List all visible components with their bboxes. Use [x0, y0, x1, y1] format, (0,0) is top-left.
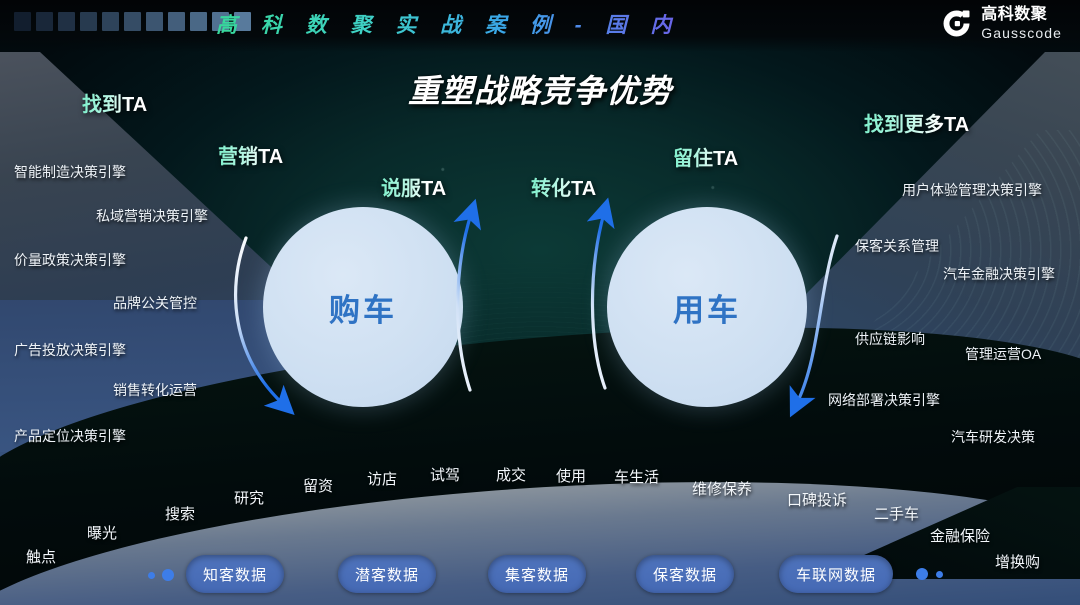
- journey-step-12: 口碑投诉: [787, 492, 848, 509]
- header-square-4: [80, 12, 97, 31]
- header-square-3: [58, 12, 75, 31]
- journey-step-4: 研究: [234, 490, 265, 507]
- header-square-1: [14, 12, 31, 31]
- pill-dot-4: [936, 571, 943, 578]
- header-square-strip-icon: [14, 12, 251, 31]
- header-bar: 高 科 数 聚 实 战 案 例 - 国 内 高科数聚 Gausscode: [0, 0, 1080, 52]
- right-capability-2[interactable]: 保客关系管理: [855, 238, 939, 254]
- journey-step-15: 增换购: [995, 554, 1041, 571]
- left-capability-4[interactable]: 品牌公关管控: [113, 295, 197, 311]
- stage-circle-2[interactable]: 用车: [607, 207, 807, 407]
- journey-step-7: 试驾: [430, 467, 461, 484]
- ta-label-6: 找到更多TA: [864, 108, 969, 137]
- brand-name-en: Gausscode: [981, 25, 1062, 41]
- header-square-5: [102, 12, 119, 31]
- journey-step-3: 搜索: [165, 506, 196, 523]
- journey-step-6: 访店: [367, 471, 398, 488]
- right-capability-7[interactable]: 汽车研发决策: [951, 429, 1035, 445]
- brand-name-cn: 高科数聚: [981, 6, 1048, 23]
- journey-step-2: 曝光: [87, 525, 118, 542]
- stage-circle-label: 购车: [329, 292, 397, 328]
- journey-step-10: 车生活: [614, 469, 660, 486]
- ta-label-1: 找到TA: [82, 88, 147, 117]
- header-square-2: [36, 12, 53, 31]
- right-capability-6[interactable]: 网络部署决策引擎: [828, 392, 940, 408]
- pill-dot-1: [148, 572, 155, 579]
- journey-step-1: 触点: [26, 549, 57, 566]
- data-pill-1[interactable]: 知客数据: [186, 555, 285, 593]
- left-capability-3[interactable]: 价量政策决策引擎: [14, 252, 126, 268]
- header-title: 高 科 数 聚 实 战 案 例 - 国 内: [216, 9, 680, 39]
- left-capability-1[interactable]: 智能制造决策引擎: [14, 164, 126, 180]
- ta-label-5: 留住TA: [673, 142, 738, 171]
- journey-step-8: 成交: [496, 467, 527, 484]
- brand-text: 高科数聚 Gausscode: [981, 6, 1062, 41]
- stage-circle-label: 用车: [673, 292, 741, 328]
- journey-step-9: 使用: [556, 468, 587, 485]
- header-square-9: [190, 12, 207, 31]
- pill-dot-2: [162, 569, 174, 581]
- left-capability-2[interactable]: 私域营销决策引擎: [96, 208, 208, 224]
- data-pill-2[interactable]: 潜客数据: [338, 555, 437, 593]
- journey-step-5: 留资: [303, 478, 334, 495]
- ta-label-2: 营销TA: [218, 140, 283, 169]
- header-square-11: [234, 12, 251, 31]
- right-capability-5[interactable]: 管理运营OA: [965, 346, 1042, 362]
- header-square-7: [146, 12, 163, 31]
- page-title: 重塑战略竞争优势: [407, 73, 672, 109]
- ta-label-4: 转化TA: [531, 172, 596, 201]
- ta-label-3: 说服TA: [381, 172, 446, 201]
- data-pill-5[interactable]: 车联网数据: [779, 555, 894, 593]
- left-capability-6[interactable]: 销售转化运营: [113, 382, 197, 398]
- brand-lockup: 高科数聚 Gausscode: [941, 7, 1062, 40]
- pill-dot-3: [916, 568, 928, 580]
- right-capability-3[interactable]: 汽车金融决策引擎: [943, 266, 1055, 282]
- header-square-8: [168, 12, 185, 31]
- header-square-10: [212, 12, 229, 31]
- stage-circle-1[interactable]: 购车: [263, 207, 463, 407]
- journey-step-14: 金融保险: [930, 528, 991, 545]
- left-capability-7[interactable]: 产品定位决策引擎: [14, 428, 126, 444]
- gausscode-logo-icon: [941, 8, 972, 39]
- right-capability-4[interactable]: 供应链影响: [855, 331, 925, 347]
- data-pill-3[interactable]: 集客数据: [488, 555, 587, 593]
- journey-step-13: 二手车: [874, 506, 920, 523]
- journey-step-11: 维修保养: [692, 481, 753, 498]
- right-capability-1[interactable]: 用户体验管理决策引擎: [902, 182, 1042, 198]
- data-pill-4[interactable]: 保客数据: [636, 555, 735, 593]
- header-square-6: [124, 12, 141, 31]
- left-capability-5[interactable]: 广告投放决策引擎: [14, 342, 126, 358]
